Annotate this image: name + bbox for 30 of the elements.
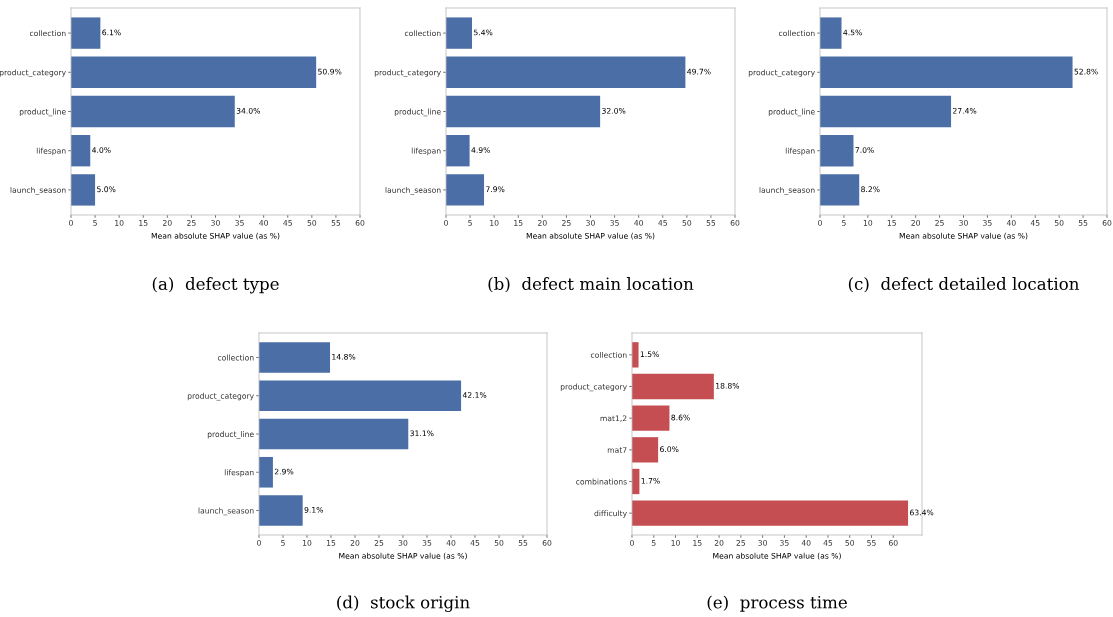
bar [446,135,470,167]
bar [71,95,235,128]
text: (c) defect detailed location [848,277,1079,293]
bar [446,174,485,206]
bar [632,373,714,400]
bar [820,135,854,167]
bar [632,405,670,431]
bar [820,56,1073,88]
bar [259,418,409,450]
bar [446,56,686,88]
bar [820,174,860,206]
text: (d) stock origin [337,595,470,612]
bar [259,380,462,412]
bar [71,135,91,167]
bar [71,56,317,88]
bar [259,456,273,488]
text: (a) defect type [152,277,279,294]
bar [632,342,639,368]
bar [259,342,331,373]
bar [820,17,842,49]
text: (b) defect main location [488,277,694,293]
bar [632,437,659,463]
bar [632,500,909,526]
bar [446,17,473,49]
bar [259,495,303,526]
bar [71,17,101,49]
bar [446,95,601,128]
bar [71,174,96,206]
text: (e) process time [707,595,847,612]
bar [820,95,952,128]
